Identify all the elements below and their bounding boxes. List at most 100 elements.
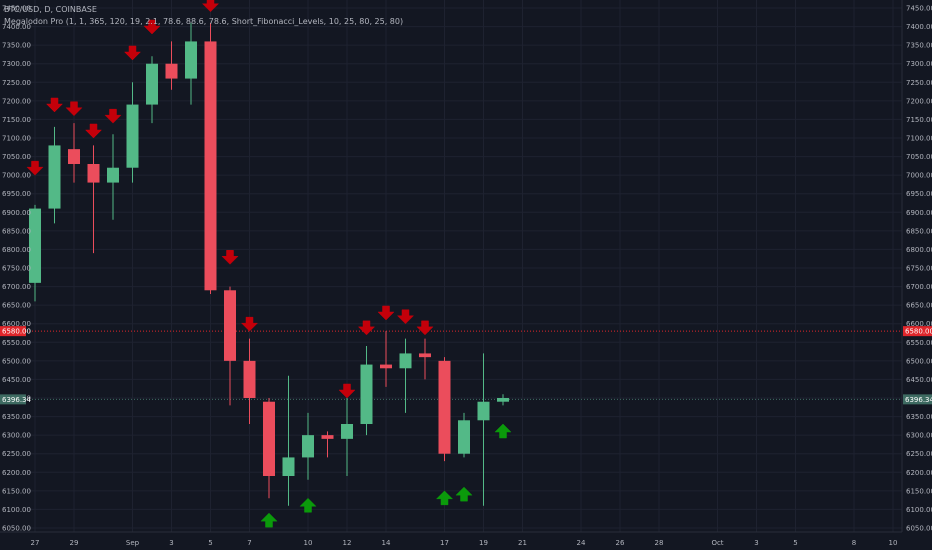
price-tag-right: 6396.34	[905, 396, 932, 404]
candle-body[interactable]	[87, 164, 100, 183]
candle-body[interactable]	[419, 353, 431, 358]
candle[interactable]	[48, 126, 61, 224]
price-tick-label: 6200.00	[2, 469, 31, 477]
candle[interactable]	[302, 412, 314, 480]
candle-body[interactable]	[48, 145, 61, 209]
sell-arrow-icon	[201, 0, 220, 13]
candle[interactable]	[399, 338, 412, 413]
time-tick-label: 12	[343, 539, 352, 547]
time-tick-label: 3	[754, 539, 758, 547]
candle[interactable]	[68, 123, 80, 183]
candle-body[interactable]	[263, 401, 275, 476]
price-tick-label: 6200.00	[906, 469, 932, 477]
time-tick-label: 10	[304, 539, 313, 547]
price-tick-label: 6050.00	[906, 525, 932, 533]
price-tick-label: 7200.00	[906, 97, 932, 105]
candle-body[interactable]	[243, 360, 256, 398]
candle-body[interactable]	[146, 63, 158, 105]
candle[interactable]	[146, 56, 158, 124]
price-tick-label: 7450.00	[906, 5, 932, 13]
candle[interactable]	[341, 394, 353, 476]
time-tick-label: 21	[518, 539, 527, 547]
price-tick-label: 7350.00	[906, 42, 932, 50]
candles[interactable]	[29, 22, 509, 506]
time-tick-label: 3	[169, 539, 173, 547]
price-tick-label: 6950.00	[2, 190, 31, 198]
candle[interactable]	[29, 204, 41, 302]
sell-arrow-icon	[396, 309, 415, 325]
candle[interactable]	[419, 338, 431, 380]
candle[interactable]	[204, 22, 217, 294]
price-tick-label: 6450.00	[2, 376, 31, 384]
candle-body[interactable]	[399, 353, 412, 369]
candle-body[interactable]	[29, 208, 41, 283]
candle[interactable]	[458, 412, 470, 458]
right-price-axis[interactable]: 6050.00 6100.00 6150.00 6200.00 6250.00 6300.…	[901, 0, 932, 550]
candle[interactable]	[243, 338, 256, 424]
price-tick-label: 6750.00	[2, 265, 31, 273]
sell-arrow-icon	[123, 45, 142, 61]
candle-body[interactable]	[68, 149, 80, 164]
indicator-legend[interactable]: Megalodon Pro (1, 1, 365, 120, 19, 2.1, …	[4, 17, 404, 26]
sell-arrow-icon	[65, 101, 83, 117]
candle-body[interactable]	[302, 435, 314, 458]
price-tick-label: 7000.00	[2, 172, 31, 180]
candle[interactable]	[224, 286, 236, 406]
candle-body[interactable]	[360, 364, 373, 424]
price-tick-label: 7150.00	[2, 116, 31, 124]
candle-body[interactable]	[497, 398, 509, 402]
time-tick-label: 27	[31, 539, 40, 547]
candle[interactable]	[321, 431, 334, 458]
candle-body[interactable]	[282, 457, 295, 476]
candle[interactable]	[87, 145, 100, 254]
price-tick-label: 6150.00	[906, 487, 932, 495]
price-tick-label: 6100.00	[2, 506, 31, 514]
candle[interactable]	[360, 346, 373, 436]
price-tick-label: 6500.00	[2, 357, 31, 365]
candle-body[interactable]	[458, 420, 470, 454]
price-tick-label: 7300.00	[906, 60, 932, 68]
candle-body[interactable]	[477, 401, 490, 421]
price-tick-label: 7450.00	[2, 5, 31, 13]
sell-arrow-icon	[240, 316, 259, 332]
price-tick-label: 6800.00	[906, 246, 932, 254]
candle[interactable]	[497, 394, 509, 406]
price-tick-label: 6550.00	[2, 339, 31, 347]
candle[interactable]	[107, 134, 119, 220]
candle[interactable]	[477, 353, 490, 506]
candle-body[interactable]	[126, 104, 139, 168]
price-tick-label: 7050.00	[2, 153, 31, 161]
candle[interactable]	[263, 398, 275, 499]
candle-body[interactable]	[107, 167, 119, 183]
time-axis[interactable]: 27 29 Sep 3 5 7 10 12 14 17 19 21 24 26 28 Oct 3 5 8 10	[0, 531, 932, 550]
candle-body[interactable]	[438, 360, 451, 454]
symbol-title: BTC/USD, D, COINBASE	[4, 5, 97, 14]
price-tick-label: 6450.00	[906, 376, 932, 384]
buy-arrow-icon	[299, 497, 317, 513]
price-tag-bg	[0, 394, 26, 405]
time-tick-label: 5	[208, 539, 212, 547]
price-tick-label: 6900.00	[906, 209, 932, 217]
candle-body[interactable]	[204, 41, 217, 291]
price-tick-label: 6650.00	[906, 302, 932, 310]
candle[interactable]	[438, 357, 451, 462]
left-price-axis[interactable]: 6050.00 6100.00 6150.00 6200.00 6250.00 6300.…	[0, 0, 31, 550]
price-tick-label: 7250.00	[2, 79, 31, 87]
price-tick-label: 7250.00	[906, 79, 932, 87]
candle-body[interactable]	[380, 364, 392, 369]
price-tick-label: 6750.00	[906, 265, 932, 273]
candle[interactable]	[185, 22, 197, 105]
candle-body[interactable]	[165, 63, 178, 79]
price-tick-label: 6850.00	[2, 227, 31, 235]
candle[interactable]	[380, 331, 392, 387]
candle[interactable]	[282, 375, 295, 506]
candle-body[interactable]	[321, 435, 334, 439]
candle-body[interactable]	[185, 41, 197, 79]
candle[interactable]	[126, 82, 139, 183]
candle-body[interactable]	[224, 290, 236, 361]
time-tick-label: 14	[382, 539, 391, 547]
candle[interactable]	[165, 41, 178, 90]
buy-arrow-icon	[455, 486, 473, 502]
candle-body[interactable]	[341, 424, 353, 439]
